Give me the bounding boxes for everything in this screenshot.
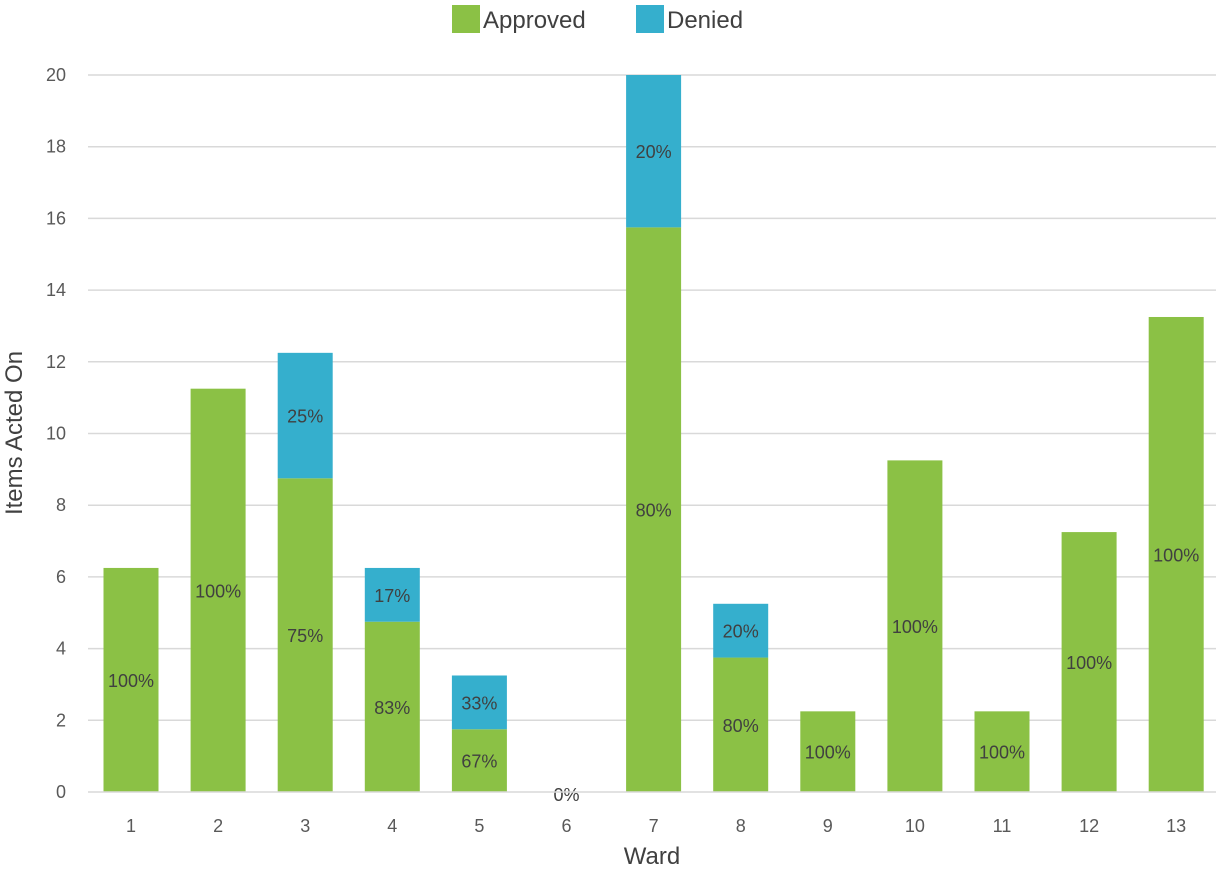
legend-label-denied: Denied (667, 7, 743, 34)
bar-approved-ward-8 (713, 657, 769, 792)
y-axis-ticks: 0 2 4 6 8 10 12 14 16 18 20 (46, 65, 66, 802)
x-axis-title: Ward (624, 843, 680, 870)
data-label-approved-ward-2: 100% (195, 581, 241, 601)
data-label-approved-ward-10: 100% (892, 617, 938, 637)
bar-approved-ward-12 (1061, 532, 1117, 792)
y-tick-label: 10 (46, 424, 66, 444)
x-tick-label: 7 (649, 816, 659, 836)
data-label-approved-ward-9: 100% (805, 743, 851, 763)
data-label-approved-ward-6: 0% (553, 785, 579, 805)
data-label-denied-ward-8: 20% (723, 622, 759, 642)
x-tick-label: 8 (736, 816, 746, 836)
data-label-approved-ward-3: 75% (287, 626, 323, 646)
x-tick-label: 5 (474, 816, 484, 836)
y-tick-label: 6 (56, 567, 66, 587)
y-tick-label: 2 (56, 710, 66, 730)
data-label-approved-ward-13: 100% (1153, 545, 1199, 565)
bar-denied-ward-8 (713, 603, 769, 658)
data-label-approved-ward-8: 80% (723, 716, 759, 736)
x-tick-label: 13 (1166, 816, 1186, 836)
x-tick-label: 1 (126, 816, 136, 836)
legend: Approved Denied (452, 5, 743, 34)
bar-denied-ward-5 (451, 675, 507, 730)
bar-approved-ward-9 (800, 711, 856, 792)
bar-denied-ward-7 (626, 75, 682, 228)
x-axis-ticks: 1 2 3 4 5 6 7 8 9 10 11 12 13 (126, 816, 1186, 836)
x-tick-label: 12 (1079, 816, 1099, 836)
bar-approved-ward-1 (103, 567, 159, 792)
y-tick-label: 16 (46, 208, 66, 228)
legend-swatch-approved (452, 5, 480, 33)
data-label-denied-ward-7: 20% (636, 142, 672, 162)
bar-denied-ward-4 (364, 567, 420, 622)
bar-approved-ward-10 (887, 460, 943, 792)
x-tick-label: 4 (387, 816, 397, 836)
data-label-approved-ward-7: 80% (636, 501, 672, 521)
x-tick-label: 9 (823, 816, 833, 836)
data-label-denied-ward-3: 25% (287, 407, 323, 427)
y-tick-label: 12 (46, 352, 66, 372)
x-tick-label: 2 (213, 816, 223, 836)
bar-approved-ward-2 (190, 388, 246, 792)
data-label-approved-ward-4: 83% (374, 698, 410, 718)
x-tick-label: 6 (561, 816, 571, 836)
legend-swatch-denied (636, 5, 664, 33)
y-tick-label: 8 (56, 495, 66, 515)
legend-label-approved: Approved (483, 7, 586, 34)
y-tick-label: 4 (56, 639, 66, 659)
x-tick-label: 11 (993, 816, 1012, 836)
bar-approved-ward-3 (277, 478, 333, 792)
data-label-approved-ward-12: 100% (1066, 653, 1112, 673)
y-tick-label: 20 (46, 65, 66, 85)
data-label-approved-ward-1: 100% (108, 671, 154, 691)
data-label-denied-ward-5: 33% (461, 693, 497, 713)
bar-approved-ward-7 (626, 227, 682, 793)
y-tick-label: 18 (46, 137, 66, 157)
y-axis-title: Items Acted On (1, 351, 28, 515)
bar-approved-ward-13 (1148, 316, 1204, 792)
bars (103, 75, 1204, 793)
bar-approved-ward-5 (451, 729, 507, 792)
y-tick-label: 14 (46, 280, 66, 300)
x-tick-label: 10 (905, 816, 925, 836)
x-tick-label: 3 (300, 816, 310, 836)
data-label-approved-ward-11: 100% (979, 743, 1025, 763)
bar-approved-ward-4 (364, 621, 420, 792)
data-label-denied-ward-4: 17% (374, 586, 410, 606)
bar-denied-ward-3 (277, 352, 333, 479)
y-tick-label: 0 (56, 782, 66, 802)
data-labels: 100% 100% 75% 25% 83% 17% 67% 33% 0% 80% 20% 80% 20%… (108, 142, 1199, 805)
data-label-approved-ward-5: 67% (461, 752, 497, 772)
bar-approved-ward-11 (974, 711, 1030, 792)
